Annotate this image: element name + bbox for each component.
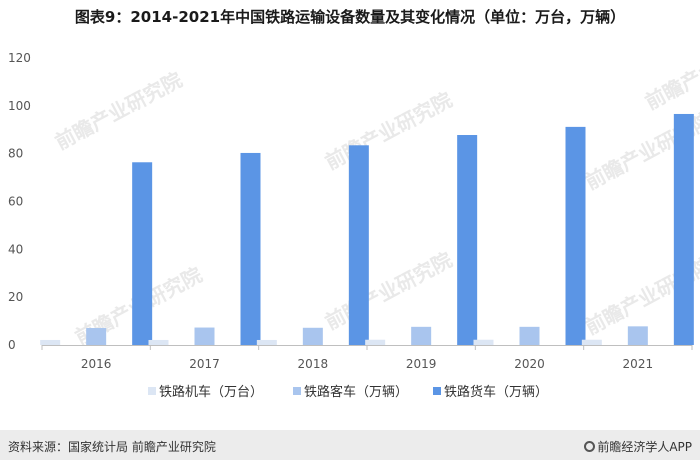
x-tick-label: 2016 <box>81 357 112 371</box>
bar-2016-series-1 <box>86 328 107 345</box>
bar-2017-series-1 <box>194 327 215 345</box>
brand-text: 前瞻经济学人APP <box>597 440 692 454</box>
chart-title: 图表9：2014-2021年中国铁路运输设备数量及其变化情况（单位：万台，万辆） <box>74 8 626 26</box>
x-tick-label: 2019 <box>406 357 437 371</box>
bar-2018-series-1 <box>302 327 323 345</box>
y-tick-label: 20 <box>8 290 23 304</box>
legend: 铁路机车（万台） 铁路客车（万辆） 铁路货车（万辆） <box>148 384 548 400</box>
legend-label: 铁路货车（万辆） <box>444 384 548 400</box>
bar-series <box>40 113 694 345</box>
bar-2016-series-2 <box>132 162 153 345</box>
bar-2016-series-0 <box>40 339 61 345</box>
x-axis: 2016 2017 2018 2019 2020 2021 <box>41 345 693 371</box>
legend-label: 铁路客车（万辆） <box>304 384 408 400</box>
x-tick-label: 2017 <box>189 357 220 371</box>
bar-2020-series-0 <box>473 339 494 345</box>
bar-2020-series-1 <box>519 326 540 345</box>
y-tick-label: 100 <box>8 99 31 113</box>
bar-2017-series-0 <box>148 339 169 345</box>
footer: 资料来源：国家统计局 前瞻产业研究院 前瞻经济学人APP <box>0 430 700 460</box>
y-tick-label: 120 <box>8 51 31 65</box>
bar-2019-series-0 <box>365 339 386 345</box>
bar-2019-series-2 <box>457 135 478 345</box>
y-tick-label: 0 <box>8 338 16 352</box>
bar-2021-series-1 <box>627 326 648 345</box>
source-note: 资料来源：国家统计局 前瞻产业研究院 <box>8 440 216 454</box>
bar-2018-series-0 <box>256 339 277 345</box>
x-tick-label: 2020 <box>514 357 545 371</box>
bar-2021-series-2 <box>673 113 694 345</box>
brand-label: 前瞻经济学人APP <box>584 438 692 455</box>
legend-label: 铁路机车（万台） <box>159 384 263 400</box>
bar-2018-series-2 <box>348 145 369 345</box>
watermark-text: 前瞻产业研究院 <box>321 87 456 174</box>
watermark-text: 前瞻产业研究院 <box>51 67 186 154</box>
watermark-text: 前瞻产业研究院 <box>641 27 700 114</box>
brand-logo-icon <box>584 441 596 452</box>
y-tick-label: 60 <box>8 195 23 209</box>
bar-2017-series-2 <box>240 152 261 345</box>
y-tick-label: 40 <box>8 242 23 256</box>
legend-swatch <box>148 387 156 395</box>
watermark-text: 前瞻产业研究院 <box>321 247 456 334</box>
bar-2020-series-2 <box>565 126 586 345</box>
bar-2019-series-1 <box>411 326 432 345</box>
x-tick-label: 2018 <box>298 357 329 371</box>
y-tick-label: 80 <box>8 147 23 161</box>
legend-swatch <box>293 387 301 395</box>
legend-swatch <box>433 387 441 395</box>
y-axis: 0 20 40 60 80 100 120 <box>8 51 31 352</box>
x-tick-label: 2021 <box>623 357 654 371</box>
bar-2021-series-0 <box>581 339 602 345</box>
